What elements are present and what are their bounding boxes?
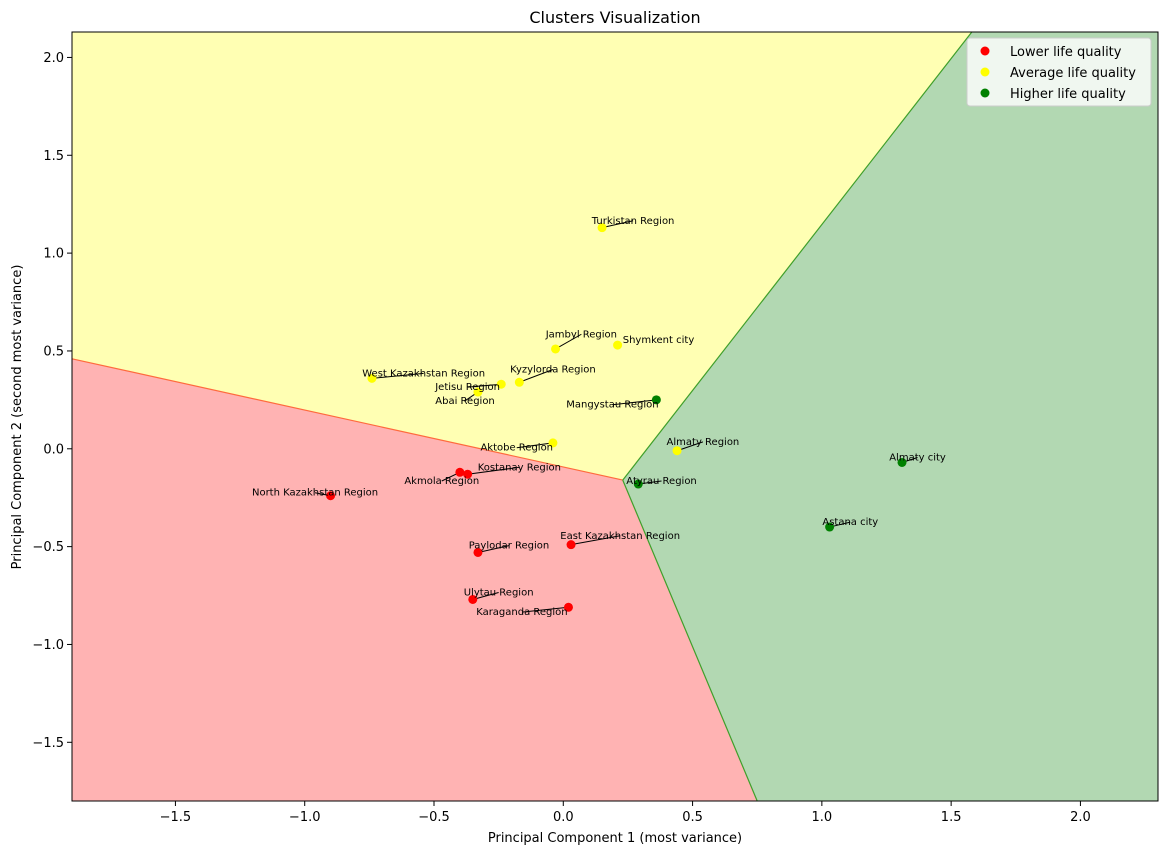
legend: Lower life quality Average life quality Hi… xyxy=(966,37,1152,107)
y-axis-ticks: −1.5 −1.0 −0.5 0.0 0.5 1.0 1.5 2.0 xyxy=(32,51,72,751)
cluster-regions xyxy=(71,31,1158,802)
x-tick-label: 0.5 xyxy=(682,810,703,825)
x-tick-label: −1.5 xyxy=(160,810,192,825)
point-labels: Turkistan Region Jambyl Region Shymkent ci… xyxy=(252,216,946,618)
x-axis-ticks: −1.5 −1.0 −0.5 0.0 0.5 1.0 1.5 2.0 xyxy=(160,801,1091,825)
point-label: Almaty Region xyxy=(667,437,740,448)
boundary-line-0 xyxy=(71,358,623,481)
x-tick-label: −0.5 xyxy=(418,810,450,825)
point-label: North Kazakhstan Region xyxy=(252,488,378,499)
leader-line xyxy=(371,372,424,379)
leader-line xyxy=(467,383,502,388)
point-label: East Kazakhstan Region xyxy=(560,531,680,542)
legend-marker-low xyxy=(980,46,990,56)
point-label: Astana city xyxy=(822,517,878,528)
point-mangystau-region xyxy=(651,395,661,405)
point-label: Paylodar Region xyxy=(469,541,550,552)
point-north-kazakhstan-region xyxy=(326,491,336,501)
x-tick-label: 0.0 xyxy=(553,810,574,825)
y-tick-label: 1.0 xyxy=(43,247,64,262)
x-tick-label: 1.5 xyxy=(941,810,962,825)
leader-line xyxy=(519,369,554,383)
point-label: Aktobe Region xyxy=(480,443,553,454)
point-astana-city xyxy=(825,522,835,532)
leader-line xyxy=(521,606,569,613)
point-turkistan-region xyxy=(597,223,607,233)
y-tick-label: −0.5 xyxy=(32,540,64,555)
point-west-kazakhstan-region xyxy=(367,373,377,383)
y-tick-label: −1.5 xyxy=(32,736,64,751)
y-axis-label: Principal Component 2 (second most varia… xyxy=(10,265,25,570)
point-kostanay-region xyxy=(463,469,473,479)
boundary-line-1 xyxy=(622,31,973,481)
leader-line xyxy=(570,535,621,546)
point-label: Kyzylorda Region xyxy=(510,364,596,375)
point-jambyl-region xyxy=(551,344,561,354)
point-aktobe-region xyxy=(548,438,558,448)
x-axis-label: Principal Component 1 (most variance) xyxy=(488,831,742,846)
point-shymkent-city xyxy=(613,340,623,350)
legend-marker-avg xyxy=(980,67,990,77)
legend-box xyxy=(966,37,1152,107)
point-label: Shymkent city xyxy=(623,335,695,346)
leader-line xyxy=(601,220,634,229)
data-points xyxy=(326,223,907,612)
point-label: Akmola Region xyxy=(404,476,479,487)
point-akmola-region xyxy=(455,467,465,477)
point-label: Almaty city xyxy=(889,453,946,464)
legend-label-low: Lower life quality xyxy=(1010,45,1122,60)
region-low xyxy=(72,358,758,801)
leader-line xyxy=(555,333,582,350)
point-east-kazakhstan-region xyxy=(566,540,576,550)
leader-line xyxy=(676,441,704,452)
legend-label-avg: Average life quality xyxy=(1010,66,1136,81)
point-label: Abai Region xyxy=(435,396,495,407)
point-atyrau-region xyxy=(633,479,643,489)
leader-line xyxy=(477,545,510,553)
legend-label-high: Higher life quality xyxy=(1010,87,1126,102)
point-label: Kostanay Region xyxy=(478,462,561,473)
leader-line xyxy=(516,442,554,449)
legend-marker-high xyxy=(980,88,990,98)
label-leader-lines xyxy=(314,220,918,613)
x-tick-label: 1.0 xyxy=(812,810,833,825)
y-tick-label: −1.0 xyxy=(32,638,64,653)
x-tick-label: 2.0 xyxy=(1070,810,1091,825)
leader-line xyxy=(612,399,657,406)
region-high xyxy=(622,32,1158,801)
point-ulytau-region xyxy=(468,594,478,604)
x-tick-label: −1.0 xyxy=(289,810,321,825)
leader-line xyxy=(467,466,520,475)
y-tick-label: 0.0 xyxy=(43,442,64,457)
point-label: Jambyl Region xyxy=(545,329,617,340)
point-label: Ulytau Region xyxy=(464,588,534,599)
point-label: Jetisu Region xyxy=(434,382,500,393)
point-label: Karaganda Region xyxy=(476,607,567,618)
region-avg xyxy=(72,32,972,481)
point-label: Atyrau Region xyxy=(626,476,697,487)
boundary-line-2 xyxy=(622,479,758,802)
point-label: Mangystau Region xyxy=(566,400,658,411)
chart-title: Clusters Visualization xyxy=(529,8,700,27)
point-karaganda-region xyxy=(563,602,573,612)
y-tick-label: 2.0 xyxy=(43,51,64,66)
point-label: Turkistan Region xyxy=(591,216,675,227)
y-tick-label: 0.5 xyxy=(43,344,64,359)
y-tick-label: 1.5 xyxy=(43,149,64,164)
point-kyzylorda-region xyxy=(514,377,524,387)
point-almaty-city xyxy=(897,457,907,467)
point-jetisu-region xyxy=(496,379,506,389)
plot-frame xyxy=(71,31,1159,802)
point-almaty-region xyxy=(672,446,682,456)
point-label: West Kazakhstan Region xyxy=(362,368,485,379)
point-paylodar-region xyxy=(473,547,483,557)
point-abai-region xyxy=(473,387,483,397)
